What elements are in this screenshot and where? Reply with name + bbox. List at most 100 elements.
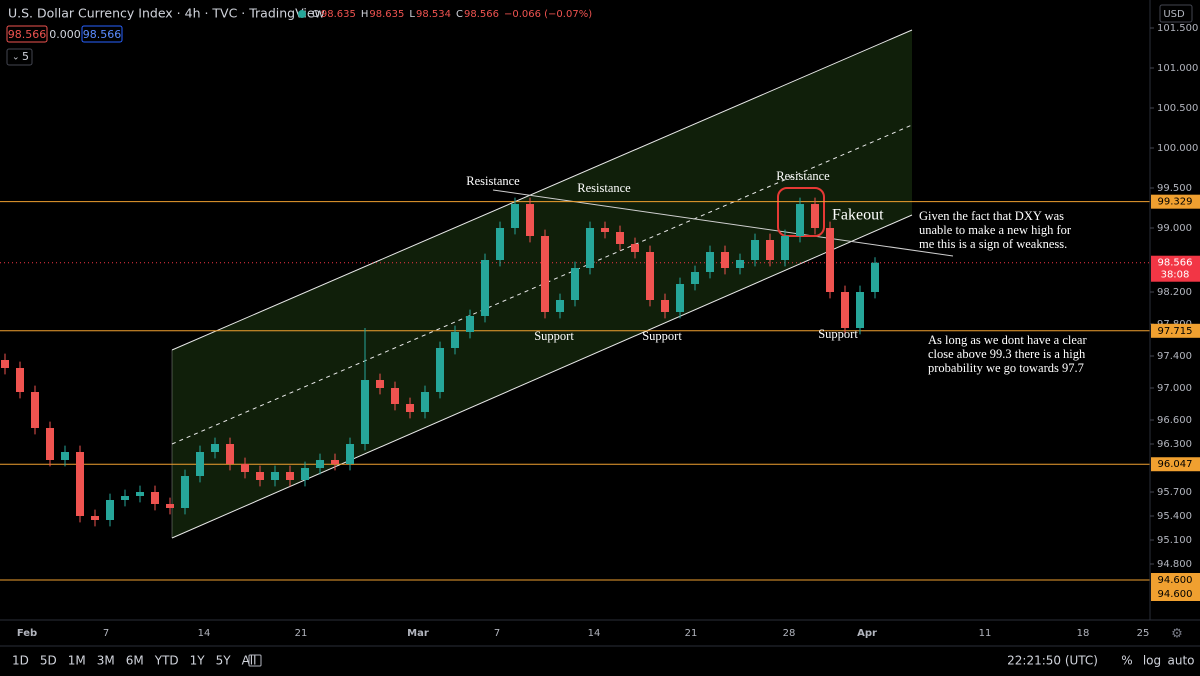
candle-body: [376, 380, 384, 388]
x-tick-label: 28: [783, 628, 796, 639]
note-line: me this is a sign of weakness.: [919, 237, 1067, 251]
range-button[interactable]: 6M: [126, 654, 144, 668]
y-tick-label: 101.000: [1157, 63, 1198, 74]
candle-body: [211, 444, 219, 452]
annotation: Support: [818, 327, 858, 341]
channel-upper: [171, 29, 913, 351]
note-line: Given the fact that DXY was: [919, 209, 1064, 223]
scale-option[interactable]: log: [1143, 654, 1161, 668]
candle-body: [871, 262, 879, 292]
y-tick-label: 94.800: [1157, 559, 1192, 570]
symbol-title[interactable]: U.S. Dollar Currency Index · 4h · TVC · …: [8, 6, 325, 21]
chevron: ⌄: [12, 53, 20, 63]
candle-body: [586, 228, 594, 268]
candle-body: [736, 260, 744, 268]
candle-body: [556, 300, 564, 312]
candle-body: [91, 516, 99, 520]
scale-option[interactable]: auto: [1167, 654, 1194, 668]
range-button[interactable]: 1D: [12, 654, 29, 668]
x-tick-label: 21: [685, 628, 698, 639]
x-tick-label: Feb: [17, 628, 37, 639]
candle-body: [181, 476, 189, 508]
badge-text: 98.566: [8, 28, 47, 41]
scale-option[interactable]: %: [1121, 654, 1132, 668]
annotation: Resistance: [466, 174, 520, 188]
settings-icon[interactable]: ⚙: [1171, 627, 1183, 642]
badge: [81, 25, 123, 43]
candle-body: [316, 460, 324, 468]
annotation: Fakeout: [832, 207, 884, 224]
candle-body: [571, 268, 579, 300]
range-button[interactable]: 1M: [68, 654, 86, 668]
annotation: Support: [642, 329, 682, 343]
range-button[interactable]: 3M: [97, 654, 115, 668]
ohlc: O 98.635 H 98.635 L 98.534 C 98.566 −0.066 (−0.0…: [312, 9, 592, 20]
ohlc-value: 98.534: [416, 9, 451, 20]
candle-body: [856, 292, 864, 328]
price-label-bg: [1151, 573, 1200, 587]
candle-body: [436, 348, 444, 392]
candle-body: [331, 460, 339, 464]
x-tick-label: Apr: [857, 628, 877, 639]
y-tick-label: 101.500: [1157, 23, 1198, 34]
candle-body: [646, 252, 654, 300]
y-tick-label: 97.400: [1157, 351, 1192, 362]
price-label-bg: [1151, 323, 1200, 338]
candle-body: [751, 240, 759, 260]
candle-body: [721, 252, 729, 268]
current-price-bg: [1151, 255, 1200, 282]
x-tick-label: 11: [979, 628, 992, 639]
x-tick-label: 14: [198, 628, 211, 639]
candle-body: [61, 452, 69, 460]
trend-line: [492, 189, 954, 257]
candle-body: [601, 228, 609, 232]
x-tick-label: 7: [494, 628, 500, 639]
badge-text: 98.566: [83, 28, 122, 41]
x-tick-label: 25: [1137, 628, 1150, 639]
plot: [0, 197, 1150, 581]
badge: [6, 25, 48, 43]
candle-body: [796, 204, 804, 236]
range-button[interactable]: 1Y: [190, 654, 206, 668]
note-line: unable to make a new high for: [919, 223, 1072, 237]
y-tick-label: 95.400: [1157, 511, 1192, 522]
candle-body: [196, 452, 204, 476]
price-label: 94.600: [1158, 575, 1193, 586]
x-tick-label: 7: [103, 628, 109, 639]
range-button[interactable]: YTD: [154, 654, 179, 668]
candle-body: [241, 464, 249, 472]
candle-body: [136, 492, 144, 496]
badge-text: 0.000: [49, 28, 81, 41]
candle-body: [676, 284, 684, 312]
candle-body: [766, 240, 774, 260]
ohlc-label: L: [409, 9, 415, 20]
candle-body: [661, 300, 669, 312]
x-tick-label: Mar: [407, 628, 429, 639]
price-label: 94.600: [1158, 589, 1193, 600]
y-tick-label: 95.700: [1157, 487, 1192, 498]
range-button[interactable]: 5D: [40, 654, 57, 668]
candle-body: [121, 496, 129, 500]
ohlc-change: −0.066 (−0.07%): [504, 9, 592, 20]
ohlc-value: 98.566: [464, 9, 499, 20]
ohlc-label: C: [456, 9, 463, 20]
y-tick-label: 97.000: [1157, 383, 1192, 394]
date-range-icon[interactable]: [248, 654, 262, 667]
currency-button[interactable]: [1159, 4, 1193, 23]
candle-body: [1, 360, 9, 368]
price-label: 99.329: [1158, 197, 1193, 208]
candle-body: [826, 228, 834, 292]
range-button[interactable]: 5Y: [216, 654, 232, 668]
candle-body: [361, 380, 369, 444]
y-tick-label: 100.500: [1157, 103, 1198, 114]
candle-body: [706, 252, 714, 272]
candle-body: [616, 232, 624, 244]
indicators-toggle[interactable]: [6, 48, 33, 66]
candle-body: [811, 204, 819, 228]
y-tick-label: 100.000: [1157, 143, 1198, 154]
y-tick-label: 96.300: [1157, 439, 1192, 450]
candle-body: [106, 500, 114, 520]
price-label-bg: [1151, 587, 1200, 601]
candle-body: [271, 472, 279, 480]
